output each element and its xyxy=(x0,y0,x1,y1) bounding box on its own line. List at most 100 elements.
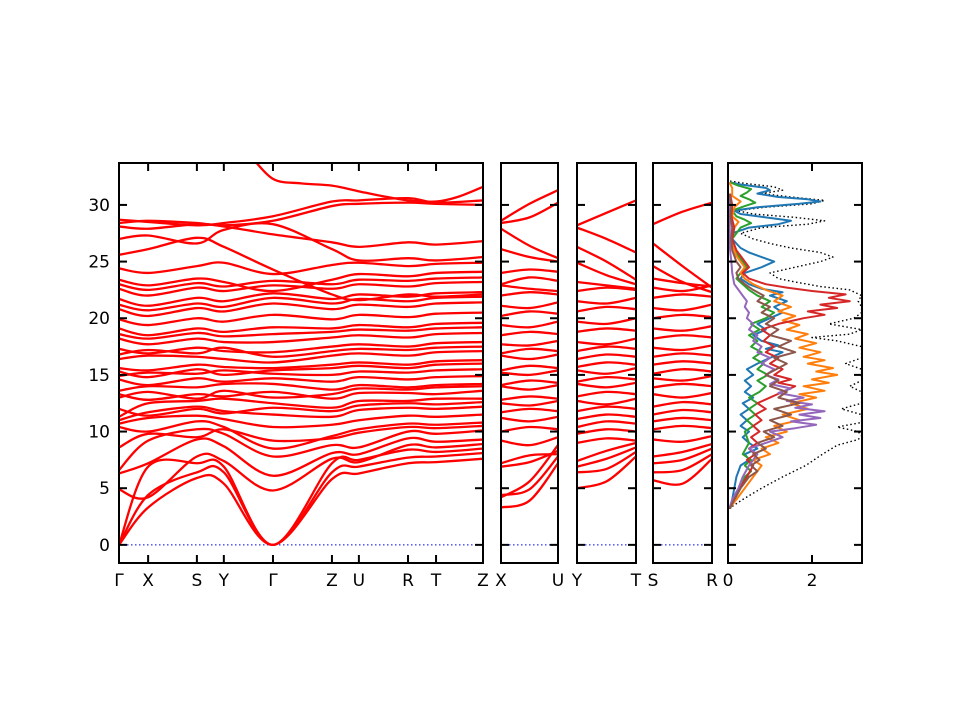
phonon-band xyxy=(578,305,635,313)
x-tick-label: S xyxy=(648,571,659,591)
x-tick-label: X xyxy=(142,571,154,591)
phonon-band xyxy=(502,189,557,222)
phonon-band xyxy=(578,413,635,421)
phonon-band xyxy=(578,405,635,413)
phonon-band xyxy=(578,375,635,383)
phonon-band xyxy=(502,201,557,225)
phonon-band xyxy=(578,353,635,361)
phonon-band xyxy=(578,199,635,227)
phonon-band xyxy=(578,446,635,468)
phonon-band xyxy=(120,222,482,249)
phonon-band xyxy=(654,352,711,358)
phonon-band xyxy=(654,382,711,389)
y-tick-label: 20 xyxy=(88,309,110,329)
axis-frame xyxy=(727,162,863,564)
phonon-band xyxy=(502,395,557,401)
x-tick-label: T xyxy=(630,571,642,591)
phonon-band xyxy=(502,310,557,317)
phonon-band xyxy=(654,392,711,399)
x-tick-label: Y xyxy=(218,571,230,591)
phonon-band xyxy=(255,164,482,203)
phonon-band xyxy=(120,389,482,401)
phonon-band xyxy=(654,344,711,352)
phonon-band xyxy=(578,381,635,389)
phonon-band xyxy=(578,286,635,293)
phonon-band xyxy=(502,339,557,347)
phonon-band xyxy=(502,384,557,391)
phonon-band xyxy=(578,327,635,333)
phonon-band xyxy=(654,458,711,486)
phonon-band xyxy=(120,326,482,340)
phonon-band xyxy=(502,364,557,372)
phonon-band xyxy=(120,397,482,418)
phonon-band xyxy=(120,295,482,312)
dos-curve-brown xyxy=(729,193,801,510)
phonon-band xyxy=(120,427,482,471)
x-tick-label: S xyxy=(191,571,202,591)
phonon-band xyxy=(120,359,482,372)
phonon-band xyxy=(654,400,711,408)
phonon-band xyxy=(502,369,557,377)
x-tick-label: Z xyxy=(326,571,338,591)
phonon-band xyxy=(654,325,711,332)
phonon-band xyxy=(654,375,711,382)
phonon-band xyxy=(502,330,557,337)
x-tick-label: R xyxy=(402,571,414,591)
phonon-band xyxy=(120,436,482,477)
phonon-band xyxy=(120,400,482,417)
dos-curve-purple xyxy=(729,193,826,509)
phonon-band xyxy=(578,437,635,444)
phonon-band xyxy=(120,331,482,346)
phonon-band xyxy=(120,382,482,392)
y-tick-label: 0 xyxy=(99,536,110,556)
phonon-band xyxy=(502,347,557,355)
x-tick-label: Y xyxy=(571,571,583,591)
phonon-band xyxy=(654,277,711,288)
phonon-band xyxy=(502,284,557,293)
y-tick-label: 5 xyxy=(99,479,110,499)
phonon-band xyxy=(654,424,711,431)
phonon-band xyxy=(120,424,482,449)
phonon-band xyxy=(502,379,557,387)
phonon-band xyxy=(578,226,635,254)
dos-curve-green xyxy=(729,181,776,510)
phonon-band xyxy=(120,236,482,302)
phonon-band xyxy=(502,462,557,509)
x-tick-label: R xyxy=(706,571,718,591)
phonon-band xyxy=(578,246,635,281)
phonon-band xyxy=(578,280,635,290)
phonon-band xyxy=(654,453,711,474)
y-tick-label: 30 xyxy=(88,196,110,216)
phonon-band xyxy=(502,415,557,423)
phonon-band xyxy=(120,261,482,276)
x-tick-label: Γ xyxy=(114,571,124,591)
phonon-band xyxy=(502,453,557,465)
x-tick-label: U xyxy=(552,571,564,591)
axis-frame xyxy=(576,162,637,564)
phonon-band xyxy=(578,296,635,305)
phonon-band xyxy=(502,436,557,447)
x-tick-label: T xyxy=(430,571,442,591)
phonon-band xyxy=(120,321,482,337)
phonon-band xyxy=(654,334,711,340)
y-tick-label: 10 xyxy=(88,423,110,443)
phonon-band xyxy=(120,452,482,547)
phonon-band xyxy=(578,390,635,398)
phonon-band xyxy=(120,447,482,547)
phonon-band xyxy=(120,420,482,450)
phonon-band xyxy=(578,345,635,353)
phonon-band xyxy=(578,451,635,474)
phonon-band xyxy=(654,443,711,458)
phonon-band xyxy=(120,405,482,422)
phonon-band xyxy=(654,447,711,465)
phonon-band xyxy=(120,301,482,318)
phonon-band xyxy=(578,397,635,406)
phonon-band xyxy=(654,293,711,299)
phonon-band xyxy=(502,353,557,361)
x-tick-label: 0 xyxy=(723,571,734,591)
y-tick-label: 25 xyxy=(88,253,110,273)
